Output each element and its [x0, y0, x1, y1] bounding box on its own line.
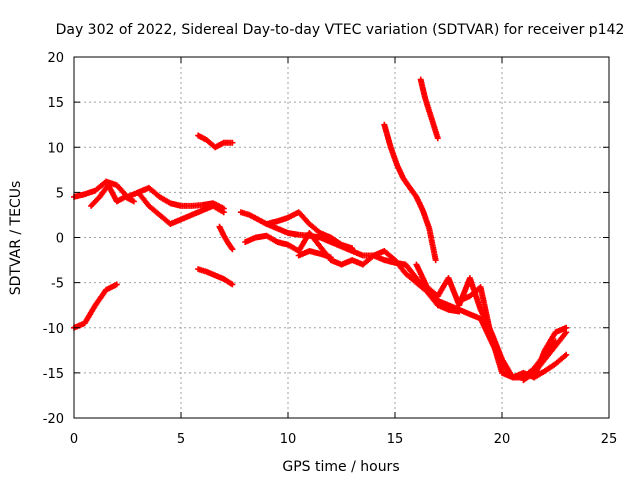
series-markers: [71, 281, 120, 331]
series-arc6: [195, 266, 236, 288]
x-axis-label: GPS time / hours: [282, 459, 399, 475]
series-markers: [88, 182, 137, 209]
y-axis-label: SDTVAR / TECUs: [8, 181, 24, 296]
series-markers: [413, 261, 527, 381]
y-tick-label: 20: [47, 51, 64, 66]
y-tick-label: -15: [43, 367, 64, 382]
series-arc4: [135, 189, 227, 227]
series-arc12: [381, 121, 439, 264]
series-markers: [417, 76, 441, 142]
series-markers: [195, 266, 236, 288]
x-tick-label: 20: [494, 432, 511, 447]
axis-ticks: 0 5 10 15 20 25 -20 -15 -10 -5 0 5 10 15 20: [43, 51, 618, 447]
series-markers: [216, 223, 236, 253]
series-arc13: [417, 76, 441, 142]
series-markers: [263, 209, 356, 252]
y-tick-label: 10: [47, 141, 64, 156]
series-arc17: [531, 351, 570, 381]
series-markers: [531, 351, 570, 381]
y-tick-label: -20: [43, 412, 64, 427]
series-arc5: [195, 132, 236, 151]
y-tick-label: 15: [47, 96, 64, 111]
series-markers: [242, 230, 463, 315]
series-arc1: [71, 281, 120, 331]
series-arc9: [242, 230, 463, 315]
data-points: [71, 76, 570, 384]
series-markers: [520, 329, 570, 384]
series-markers: [381, 121, 439, 264]
grid-lines: [74, 57, 609, 418]
series-markers: [237, 209, 559, 381]
series-arc10: [263, 209, 356, 252]
series-markers: [195, 132, 236, 151]
x-tick-label: 25: [601, 432, 618, 447]
y-tick-label: -5: [51, 277, 64, 292]
y-tick-label: 0: [56, 232, 64, 247]
x-tick-label: 15: [387, 432, 404, 447]
chart-title: Day 302 of 2022, Sidereal Day-to-day VTE…: [56, 22, 625, 38]
series-arc11: [295, 248, 334, 261]
x-tick-label: 5: [177, 432, 185, 447]
series-arc7: [216, 223, 236, 253]
series-arc16: [520, 329, 570, 384]
series-arc14: [413, 261, 527, 381]
x-tick-label: 0: [70, 432, 78, 447]
series-arc3: [88, 182, 137, 209]
series-markers: [135, 189, 227, 227]
series-arc8: [237, 209, 559, 381]
x-tick-label: 10: [280, 432, 297, 447]
y-tick-label: 5: [56, 186, 64, 201]
y-tick-label: -10: [43, 322, 64, 337]
series-markers: [295, 248, 334, 261]
